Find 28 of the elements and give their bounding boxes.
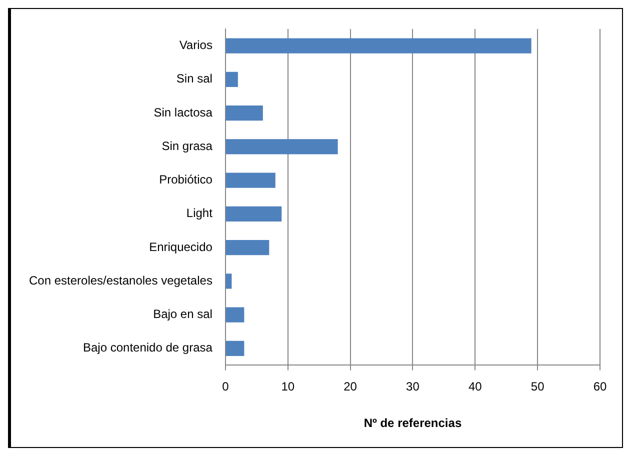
y-tick-label: Light [186,206,214,220]
bar [226,240,270,256]
y-tick-label: Sin grasa [162,138,213,153]
x-tick-label: 60 [593,380,607,394]
x-tick-label: 0 [222,380,230,394]
bar [226,139,338,154]
y-tick-label: Probiótico [159,172,213,187]
y-tick-label: Con esteroles/estanoles vegetales [28,273,212,288]
y-tick-label: Bajo en sal [153,307,212,322]
bar [226,105,263,121]
bar [226,274,232,289]
y-tick-label: Varios [179,38,212,52]
x-tick-label: 20 [344,380,358,394]
bar [226,340,244,356]
bar [226,206,282,222]
x-tick-label: 10 [281,380,295,394]
y-tick-label: Sin lactosa [154,105,213,120]
x-tick-label: 30 [406,380,420,394]
bar [226,172,276,188]
y-tick-label: Bajo contenido de grasa [83,340,213,355]
bar [226,307,244,322]
x-tick-label: 50 [530,380,545,394]
y-tick-label: Sin sal [176,72,212,86]
x-axis-title: Nº de referencias [364,416,462,430]
bar [226,72,238,87]
bar [226,38,532,54]
y-tick-label: Enriquecido [149,240,213,254]
x-tick-label: 40 [468,380,482,394]
